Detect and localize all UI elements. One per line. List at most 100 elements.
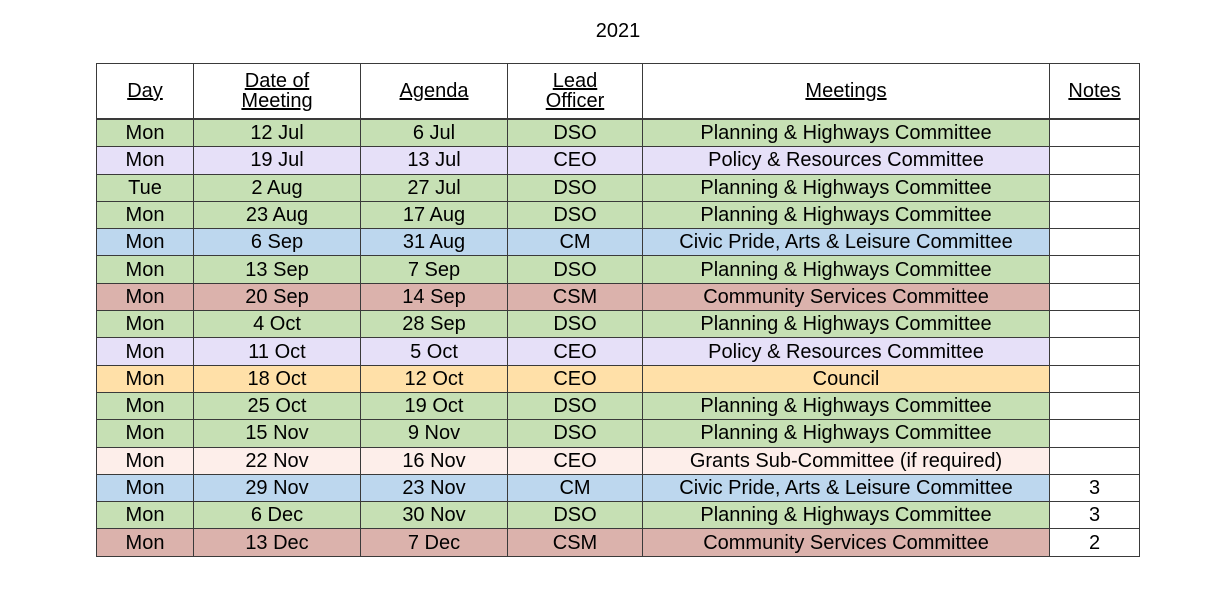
cell-meeting: Planning & Highways Committee: [642, 200, 1050, 230]
cell-day: Mon: [96, 255, 194, 284]
cell-date-of-meeting: 18 Oct: [193, 364, 361, 393]
cell-notes: 2: [1049, 528, 1140, 557]
table-row: Tue 2 Aug 27 Jul DSO Planning & Highways Com…: [96, 173, 1140, 202]
cell-date-of-meeting: 13 Dec: [193, 528, 361, 557]
table-row: Mon 13 Dec 7 Dec CSM Community Services Comm…: [96, 528, 1140, 557]
cell-notes: [1049, 200, 1140, 230]
cell-meeting: Policy & Resources Committee: [642, 337, 1050, 366]
cell-notes: [1049, 446, 1140, 475]
cell-day: Mon: [96, 118, 194, 148]
cell-meeting: Planning & Highways Committee: [642, 255, 1050, 284]
cell-notes: [1049, 391, 1140, 421]
cell-agenda: 7 Sep: [360, 255, 508, 284]
cell-day: Mon: [96, 391, 194, 421]
cell-lead-officer: CEO: [507, 446, 643, 475]
cell-lead-officer: CM: [507, 228, 643, 257]
cell-agenda: 9 Nov: [360, 419, 508, 448]
cell-meeting: Planning & Highways Committee: [642, 310, 1050, 339]
cell-agenda: 23 Nov: [360, 473, 508, 503]
table-row: Mon 6 Dec 30 Nov DSO Planning & Highways Com…: [96, 501, 1140, 530]
meeting-schedule-table: Day Date of Meeting Agenda Lead Officer …: [96, 63, 1140, 557]
cell-lead-officer: DSO: [507, 501, 643, 530]
table-row: Mon 12 Jul 6 Jul DSO Planning & Highways Com…: [96, 118, 1140, 148]
table-row: Mon 25 Oct 19 Oct DSO Planning & Highways Co…: [96, 391, 1140, 421]
cell-meeting: Planning & Highways Committee: [642, 501, 1050, 530]
cell-notes: [1049, 364, 1140, 393]
header-day: Day: [96, 63, 194, 120]
cell-day: Mon: [96, 200, 194, 230]
cell-notes: [1049, 173, 1140, 202]
cell-meeting: Civic Pride, Arts & Leisure Committee: [642, 228, 1050, 257]
cell-agenda: 16 Nov: [360, 446, 508, 475]
cell-notes: [1049, 419, 1140, 448]
cell-lead-officer: DSO: [507, 419, 643, 448]
table-row: Mon 19 Jul 13 Jul CEO Policy & Resources Com…: [96, 146, 1140, 175]
cell-meeting: Council: [642, 364, 1050, 393]
header-agenda: Agenda: [360, 63, 508, 120]
cell-meeting: Community Services Committee: [642, 282, 1050, 312]
cell-lead-officer: DSO: [507, 200, 643, 230]
cell-lead-officer: CEO: [507, 364, 643, 393]
cell-notes: 3: [1049, 473, 1140, 503]
cell-day: Mon: [96, 446, 194, 475]
cell-lead-officer: CEO: [507, 146, 643, 175]
cell-agenda: 6 Jul: [360, 118, 508, 148]
cell-meeting: Policy & Resources Committee: [642, 146, 1050, 175]
cell-date-of-meeting: 25 Oct: [193, 391, 361, 421]
table-row: Mon 4 Oct 28 Sep DSO Planning & Highways Com…: [96, 310, 1140, 339]
cell-day: Mon: [96, 473, 194, 503]
cell-agenda: 5 Oct: [360, 337, 508, 366]
table-header-row: Day Date of Meeting Agenda Lead Officer …: [96, 63, 1140, 120]
cell-notes: 3: [1049, 501, 1140, 530]
table-row: Mon 20 Sep 14 Sep CSM Community Services Com…: [96, 282, 1140, 312]
table-row: Mon 6 Sep 31 Aug CM Civic Pride, Arts & Leis…: [96, 228, 1140, 257]
cell-meeting: Civic Pride, Arts & Leisure Committee: [642, 473, 1050, 503]
page-title: 2021: [595, 20, 641, 42]
cell-agenda: 17 Aug: [360, 200, 508, 230]
header-date-of-meeting: Date of Meeting: [193, 63, 361, 120]
cell-meeting: Planning & Highways Committee: [642, 391, 1050, 421]
cell-notes: [1049, 337, 1140, 366]
cell-meeting: Community Services Committee: [642, 528, 1050, 557]
cell-lead-officer: DSO: [507, 310, 643, 339]
cell-notes: [1049, 228, 1140, 257]
cell-notes: [1049, 310, 1140, 339]
cell-lead-officer: CEO: [507, 337, 643, 366]
table-row: Mon 13 Sep 7 Sep DSO Planning & Highways Com…: [96, 255, 1140, 284]
cell-lead-officer: DSO: [507, 255, 643, 284]
cell-day: Mon: [96, 364, 194, 393]
cell-date-of-meeting: 23 Aug: [193, 200, 361, 230]
cell-agenda: 28 Sep: [360, 310, 508, 339]
cell-agenda: 13 Jul: [360, 146, 508, 175]
cell-lead-officer: CSM: [507, 282, 643, 312]
table-row: Mon 29 Nov 23 Nov CM Civic Pride, Arts & Lei…: [96, 473, 1140, 503]
cell-date-of-meeting: 19 Jul: [193, 146, 361, 175]
cell-day: Mon: [96, 337, 194, 366]
cell-date-of-meeting: 4 Oct: [193, 310, 361, 339]
cell-agenda: 19 Oct: [360, 391, 508, 421]
cell-date-of-meeting: 13 Sep: [193, 255, 361, 284]
cell-meeting: Planning & Highways Committee: [642, 419, 1050, 448]
cell-date-of-meeting: 6 Sep: [193, 228, 361, 257]
cell-agenda: 31 Aug: [360, 228, 508, 257]
cell-date-of-meeting: 2 Aug: [193, 173, 361, 202]
table-row: Mon 22 Nov 16 Nov CEO Grants Sub-Committee (…: [96, 446, 1140, 475]
cell-agenda: 12 Oct: [360, 364, 508, 393]
cell-notes: [1049, 255, 1140, 284]
cell-meeting: Grants Sub-Committee (if required): [642, 446, 1050, 475]
cell-day: Mon: [96, 528, 194, 557]
cell-day: Mon: [96, 310, 194, 339]
cell-day: Tue: [96, 173, 194, 202]
cell-day: Mon: [96, 228, 194, 257]
cell-notes: [1049, 146, 1140, 175]
cell-day: Mon: [96, 419, 194, 448]
table-row: Mon 18 Oct 12 Oct CEO Council: [96, 364, 1140, 393]
cell-lead-officer: DSO: [507, 391, 643, 421]
cell-agenda: 7 Dec: [360, 528, 508, 557]
header-notes: Notes: [1049, 63, 1140, 120]
cell-meeting: Planning & Highways Committee: [642, 173, 1050, 202]
cell-date-of-meeting: 29 Nov: [193, 473, 361, 503]
cell-date-of-meeting: 20 Sep: [193, 282, 361, 312]
cell-agenda: 27 Jul: [360, 173, 508, 202]
cell-date-of-meeting: 15 Nov: [193, 419, 361, 448]
